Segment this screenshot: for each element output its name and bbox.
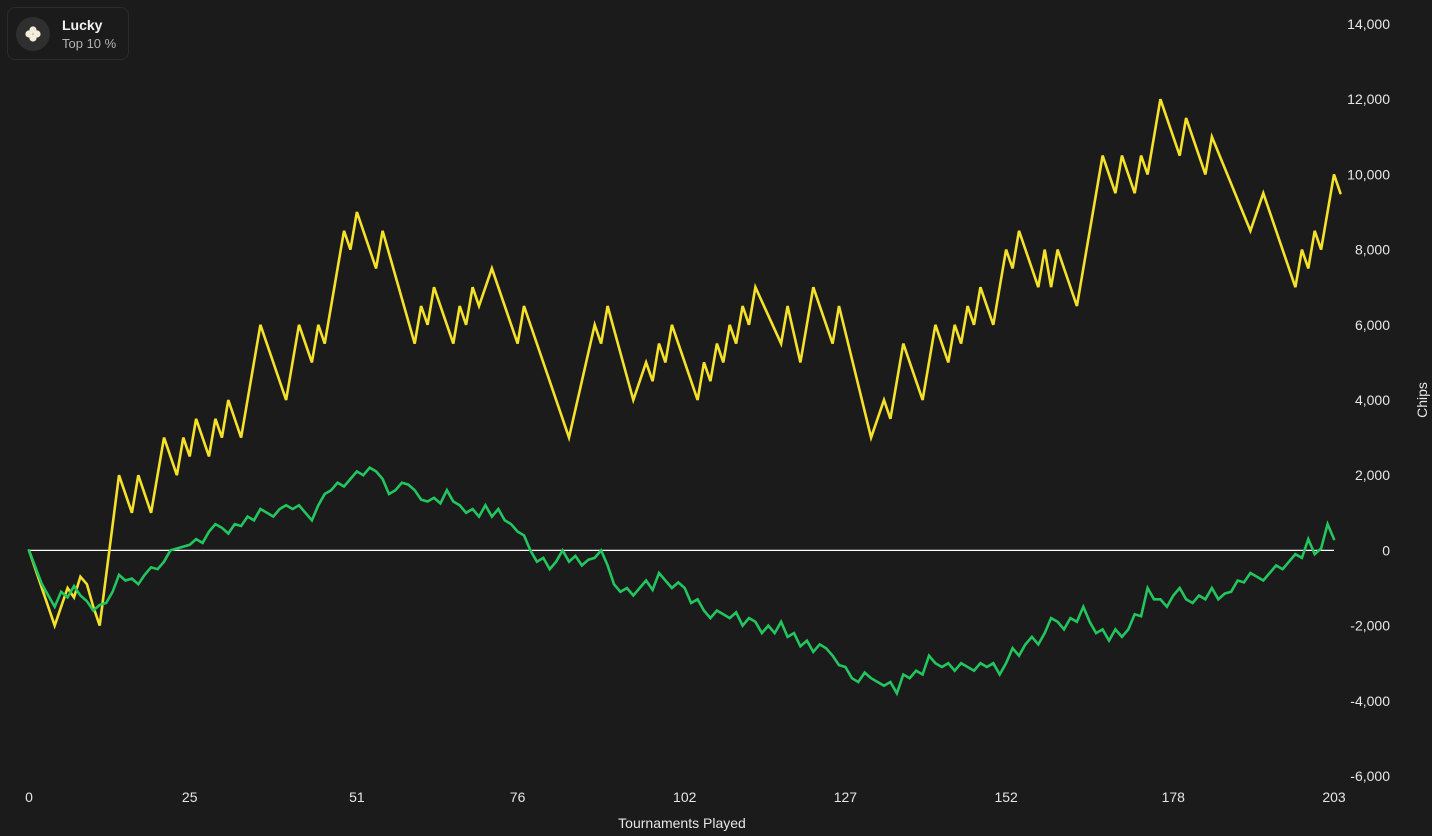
x-tick-label: 25	[182, 789, 198, 805]
y-tick-label: 2,000	[1355, 467, 1390, 483]
x-axis-title: Tournaments Played	[618, 815, 746, 831]
y-tick-label: -2,000	[1350, 618, 1390, 634]
x-tick-label: 152	[994, 789, 1018, 805]
x-tick-label: 0	[25, 789, 33, 805]
series-layer	[27, 98, 1342, 697]
x-axis-ticks: 0 25 51 76 102 127 152 178 203	[25, 789, 1346, 805]
y-tick-label: 12,000	[1347, 91, 1390, 107]
series-line-1[interactable]	[27, 98, 1342, 630]
y-tick-label: 4,000	[1355, 392, 1390, 408]
y-tick-label: -6,000	[1350, 768, 1390, 784]
player-legend-card[interactable]: Lucky Top 10 %	[7, 7, 129, 60]
x-tick-label: 76	[510, 789, 526, 805]
x-tick-label: 51	[349, 789, 365, 805]
player-name: Lucky	[62, 17, 103, 33]
x-tick-label: 127	[834, 789, 858, 805]
y-tick-label: 14,000	[1347, 16, 1390, 32]
y-tick-label: 6,000	[1355, 317, 1390, 333]
y-tick-label: -4,000	[1350, 693, 1390, 709]
x-tick-label: 102	[673, 789, 697, 805]
series-line-2[interactable]	[27, 466, 1336, 697]
y-axis-ticks: -6,000 -4,000 -2,000 0 2,000 4,000 6,000 8,000 1…	[1347, 16, 1390, 784]
x-tick-label: 178	[1162, 789, 1186, 805]
y-tick-label: 10,000	[1347, 166, 1390, 182]
x-tick-label: 203	[1322, 789, 1346, 805]
player-rank: Top 10 %	[62, 36, 117, 51]
y-axis-title: Chips	[1414, 382, 1430, 418]
y-tick-label: 0	[1382, 542, 1390, 558]
clover-icon	[16, 17, 50, 51]
y-tick-label: 8,000	[1355, 242, 1390, 258]
